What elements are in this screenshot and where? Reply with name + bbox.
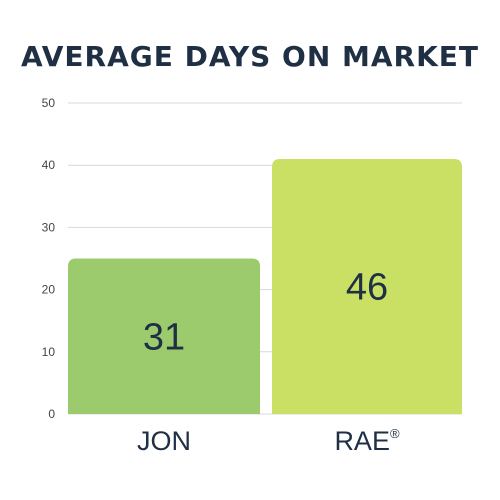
bar-rae [272, 158, 462, 414]
y-tick-label-20: 20 [42, 283, 56, 297]
data-label-0: 31 [143, 316, 185, 358]
y-tick-label-10: 10 [42, 345, 56, 359]
y-tick-label-50: 50 [42, 96, 56, 110]
x-category-label-1: RAE® [334, 426, 400, 456]
x-category-label-0: JON [137, 426, 191, 456]
bar-jon [68, 258, 260, 414]
chart-title: AVERAGE DAYS ON MARKET [20, 40, 480, 73]
data-label-1: 46 [346, 266, 388, 308]
y-tick-label-30: 30 [42, 220, 56, 234]
y-tick-label-0: 0 [48, 407, 55, 421]
y-tick-label-40: 40 [42, 158, 56, 172]
